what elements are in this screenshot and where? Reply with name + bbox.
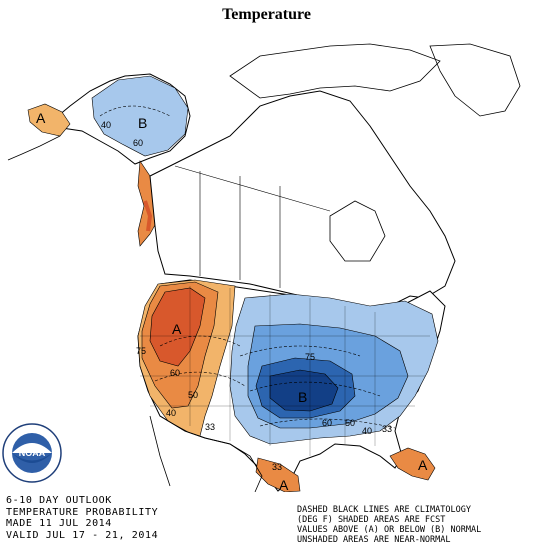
alaska-contour-40: 40 [101, 120, 111, 130]
west-contour-60: 60 [170, 368, 180, 378]
west-above-dark [149, 287, 206, 367]
east-contour-33: 33 [382, 424, 392, 434]
west-contour-75: 75 [136, 346, 146, 356]
canada-mainland [149, 90, 456, 315]
outlook-line-4: VALID JUL 17 - 21, 2014 [6, 529, 159, 541]
outlook-map: A B 40 60 A 75 60 50 4 [7, 43, 521, 492]
legend-line-3: VALUES ABOVE (A) OR BELOW (B) NORMAL [297, 525, 482, 535]
noaa-logo: NOAA [2, 423, 62, 483]
alaska-below-shade [91, 75, 189, 157]
legend-info: DASHED BLACK LINES ARE CLIMATOLOGY (DEG … [297, 505, 531, 545]
province-lines [174, 165, 331, 288]
noaa-logo-text: NOAA [19, 448, 46, 458]
alaska-above-shade [27, 103, 71, 137]
outlook-line-3: MADE 11 JUL 2014 [6, 518, 112, 529]
alaska-above-letter: A [36, 110, 46, 126]
texas-contour-33: 33 [272, 462, 282, 472]
alaska-land-outline [51, 73, 191, 165]
hudson-bay [329, 200, 386, 262]
texas-above-letter: A [279, 477, 289, 492]
canada-region [149, 43, 521, 315]
legend-line-2: (DEG F) SHADED AREAS ARE FCST [297, 515, 446, 525]
greenland-edge [429, 43, 521, 117]
alaska-contour-60: 60 [133, 138, 143, 148]
map-title: Temperature [222, 6, 311, 23]
climatology-contours [154, 335, 396, 429]
legend-line-4: UNSHADED AREAS ARE NEAR-NORMAL [297, 535, 451, 545]
texas-above [255, 457, 301, 492]
alaska-panhandle-inner [143, 200, 153, 232]
alaska-aleutians [7, 135, 61, 161]
west-above-letter: A [172, 321, 182, 337]
legend-line-1: DASHED BLACK LINES ARE CLIMATOLOGY [297, 505, 471, 515]
mexico-outline [149, 415, 263, 492]
outlook-line-1: 6-10 DAY OUTLOOK [6, 495, 112, 506]
state-lines [140, 286, 430, 456]
west-contour-50: 50 [188, 390, 198, 400]
east-contour-50: 50 [345, 418, 355, 428]
east-below-letter: B [298, 389, 307, 405]
arctic-islands [229, 43, 441, 99]
conus-region: A 75 60 50 40 33 B 75 60 50 40 33 A 33 A [136, 279, 446, 492]
west-contour-40: 40 [166, 408, 176, 418]
east-contour-40: 40 [362, 426, 372, 436]
florida-above-letter: A [418, 457, 428, 473]
florida-above [389, 447, 436, 481]
east-contour-75: 75 [305, 352, 315, 362]
alaska-dashed-contour [99, 105, 171, 117]
west-contour-33: 33 [205, 422, 215, 432]
alaska-below-letter: B [138, 115, 147, 131]
outlook-line-2: TEMPERATURE PROBABILITY [6, 506, 159, 518]
east-below-darkest [269, 369, 339, 412]
outlook-info: 6-10 DAY OUTLOOK TEMPERATURE PROBABILITY… [6, 495, 236, 541]
east-contour-60: 60 [322, 418, 332, 428]
